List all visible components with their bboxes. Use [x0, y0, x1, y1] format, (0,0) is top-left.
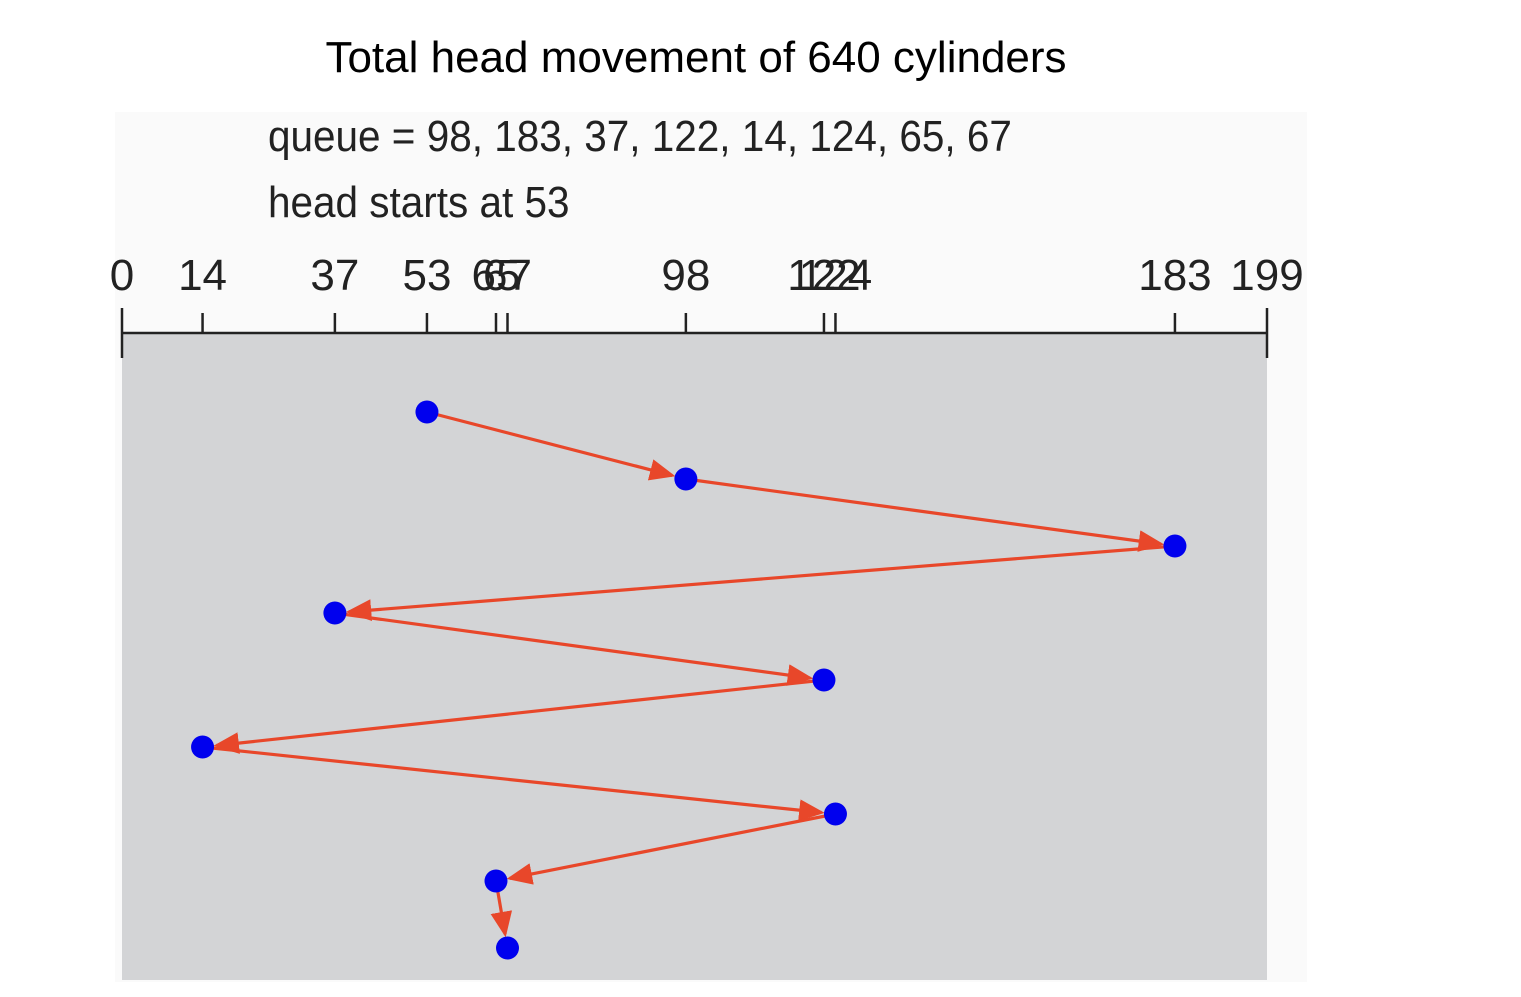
tick-label: 0 — [110, 251, 134, 300]
figure-title: Total head movement of 640 cylinders — [325, 33, 1067, 82]
tick-label: 14 — [178, 251, 227, 300]
tick-label: 67 — [483, 251, 532, 300]
plot-area — [122, 333, 1267, 980]
tick-label: 183 — [1138, 251, 1211, 300]
tick-label: 124 — [799, 251, 872, 300]
tick-label: 37 — [310, 251, 359, 300]
request-point — [1163, 534, 1187, 558]
seek-arrow — [426, 410, 676, 481]
request-point — [415, 400, 439, 424]
head-start-text: head starts at 53 — [268, 178, 570, 227]
request-point — [323, 601, 347, 625]
tick-label: 98 — [661, 251, 710, 300]
request-point — [812, 668, 836, 692]
request-point — [823, 802, 847, 826]
seek-arrow — [506, 812, 836, 885]
request-points — [191, 400, 1187, 960]
seek-arrow — [685, 477, 1165, 552]
tick-label: 122 — [787, 251, 860, 300]
tick-label: 53 — [402, 251, 451, 300]
seek-arrow — [202, 745, 825, 821]
request-point — [484, 869, 508, 893]
seek-arrow — [334, 611, 814, 686]
seek-path — [202, 410, 1176, 938]
queue-text: queue = 98, 183, 37, 122, 14, 124, 65, 6… — [268, 112, 1012, 161]
request-point — [496, 936, 520, 960]
tick-label: 65 — [472, 251, 521, 300]
tick-label: 199 — [1230, 251, 1303, 300]
request-point — [191, 735, 215, 759]
seek-arrow — [213, 678, 825, 754]
request-point — [674, 467, 698, 491]
seek-arrow — [345, 544, 1176, 621]
